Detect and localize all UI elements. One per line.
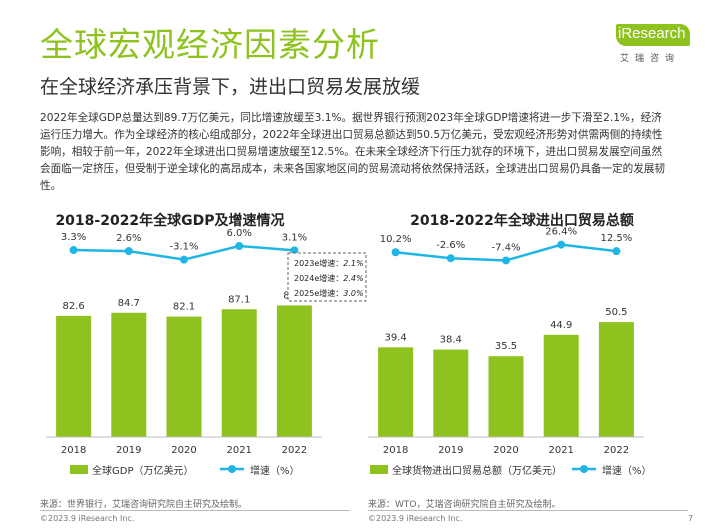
growth-value-label: 3.3% xyxy=(61,232,86,243)
bar xyxy=(111,312,147,437)
growth-point xyxy=(69,246,78,255)
bar-value-label: 35.5 xyxy=(495,341,517,352)
copyright-left: ©2023.9 iResearch Inc. xyxy=(40,514,135,523)
trade-chart: 2018-2022年全球进出口贸易总额 39.4 2018 38.4 2019 35.5 2… xyxy=(362,205,684,490)
bar-value-label: 50.5 xyxy=(605,307,627,318)
x-tick-label: 2019 xyxy=(116,445,141,456)
gdp-chart-svg: 2018-2022年全球GDP及增速情况 82.6 2018 84.7 2019 82.1… xyxy=(46,212,367,477)
x-tick-label: 2021 xyxy=(226,445,251,456)
bar xyxy=(56,315,92,437)
iresearch-logo: iResearch 艾瑞咨询 xyxy=(604,18,694,66)
bar-value-label: 38.4 xyxy=(440,335,462,346)
growth-value-label: -2.6% xyxy=(436,240,465,251)
bar-value-label: 84.7 xyxy=(118,298,140,309)
legend-line-marker xyxy=(580,465,588,473)
bar xyxy=(276,305,312,437)
bar-value-label: 82.1 xyxy=(173,302,195,313)
forecast-value: 3.0% xyxy=(343,289,363,298)
chart-title: 2018-2022年全球GDP及增速情况 xyxy=(55,212,284,229)
legend-bar-swatch xyxy=(70,465,88,474)
forecast-label: 2023e增速：2.1% xyxy=(294,258,364,268)
growth-value-label: 2.6% xyxy=(116,233,141,244)
x-tick-label: 2022 xyxy=(282,445,307,456)
legend-line-marker xyxy=(228,465,236,473)
growth-value-label: 26.4% xyxy=(545,227,577,238)
bar-value-label: 39.4 xyxy=(384,332,406,343)
logo-badge xyxy=(616,24,690,46)
bar-value-label: 87.1 xyxy=(228,294,250,305)
growth-value-label: -3.1% xyxy=(169,242,198,253)
x-tick-label: 2022 xyxy=(604,445,629,456)
footer-divider-left xyxy=(40,510,350,511)
legend-bar-label: 全球GDP（万亿美元） xyxy=(92,464,193,477)
bar-value-label: 44.9 xyxy=(550,320,572,331)
forecast-label: 2025e增速：3.0% xyxy=(294,288,364,298)
growth-point xyxy=(446,254,455,263)
bar xyxy=(598,322,634,437)
footer-divider-right xyxy=(368,510,688,511)
growth-value-label: -7.4% xyxy=(491,242,520,253)
legend-bar-label: 全球货物进出口贸易总额（万亿美元） xyxy=(392,464,562,477)
logo-sub-text: 艾瑞咨询 xyxy=(620,54,681,64)
legend-line-label: 增速（%） xyxy=(250,464,300,477)
gdp-chart: 2018-2022年全球GDP及增速情况 82.6 2018 84.7 2019 82.1… xyxy=(40,205,367,490)
source-note-left: 来源：世界银行，艾瑞咨询研究院自主研究及绘制。 xyxy=(40,500,248,510)
growth-point xyxy=(557,240,566,249)
source-note-right: 来源：WTO，艾瑞咨询研究院自主研究及绘制。 xyxy=(368,500,561,510)
x-tick-label: 2020 xyxy=(493,445,518,456)
bar xyxy=(433,349,469,437)
page-title: 全球宏观经济因素分析 xyxy=(40,25,380,64)
growth-point xyxy=(180,255,188,264)
page-number: 7 xyxy=(688,514,694,523)
x-tick-label: 2019 xyxy=(438,445,463,456)
forecast-label: 2024e增速：2.4% xyxy=(294,273,364,283)
x-tick-label: 2018 xyxy=(61,445,86,456)
copyright-right: ©2023.9 iResearch Inc. xyxy=(368,514,463,523)
growth-value-label: 6.0% xyxy=(226,228,251,239)
legend-line-label: 增速（%） xyxy=(602,464,652,477)
chart-title: 2018-2022年全球进出口贸易总额 xyxy=(410,212,634,229)
growth-value-label: 3.1% xyxy=(282,232,307,243)
growth-point xyxy=(235,242,244,250)
growth-point xyxy=(612,247,621,256)
summary-paragraph: 2022年全球GDP总量达到89.7万亿美元，同比增速放缓至3.1%。据世界银行… xyxy=(40,112,666,192)
growth-point xyxy=(502,256,510,265)
growth-value-label: 10.2% xyxy=(380,234,412,245)
bar xyxy=(543,334,579,437)
page-subtitle: 在全球经济承压背景下，进出口贸易发展放缓 xyxy=(40,76,421,98)
bar-value-label: 82.6 xyxy=(62,301,84,312)
growth-value-label: 12.5% xyxy=(601,233,633,244)
x-tick-label: 2020 xyxy=(171,445,196,456)
growth-point xyxy=(290,246,299,255)
forecast-value: 2.4% xyxy=(343,274,363,283)
growth-point xyxy=(124,247,133,256)
bar xyxy=(166,316,202,437)
growth-point xyxy=(391,248,400,257)
bar xyxy=(378,347,414,437)
legend-bar-swatch xyxy=(370,465,388,474)
forecast-value: 2.1% xyxy=(343,259,363,268)
logo-brand-text: iResearch xyxy=(618,25,686,42)
bar xyxy=(221,309,257,437)
forecast-box xyxy=(287,252,367,302)
bar xyxy=(488,356,524,437)
x-tick-label: 2021 xyxy=(548,445,573,456)
trade-chart-svg: 2018-2022年全球进出口贸易总额 39.4 2018 38.4 2019 35.5 2… xyxy=(368,212,652,477)
x-tick-label: 2018 xyxy=(383,445,408,456)
